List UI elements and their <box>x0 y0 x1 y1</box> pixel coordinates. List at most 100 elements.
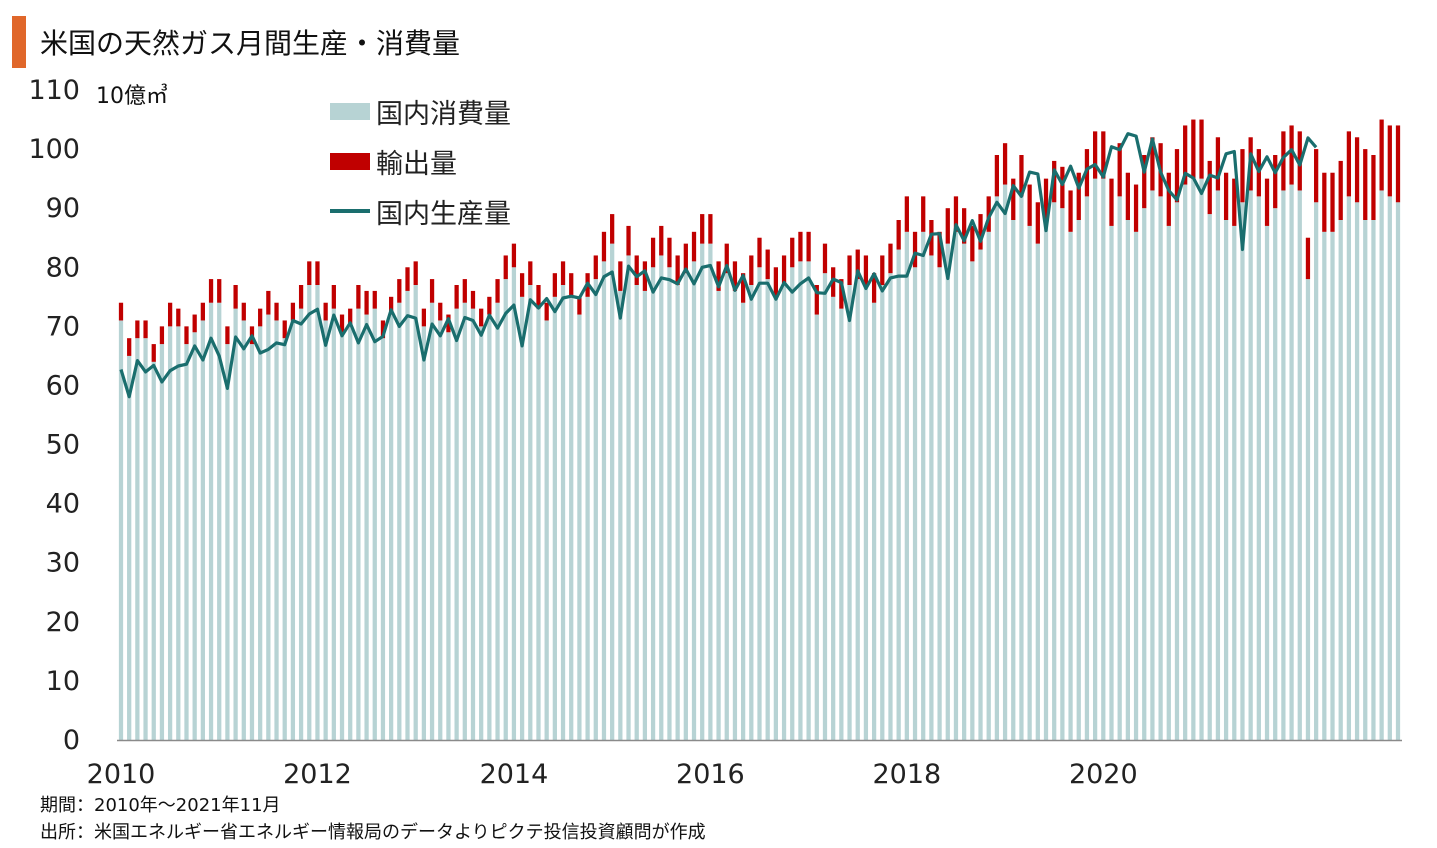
consumption-bar <box>1052 202 1057 741</box>
consumption-bar <box>1183 184 1188 740</box>
consumption-bar <box>773 296 779 740</box>
consumption-bar <box>1256 196 1261 740</box>
y-tick-label: 100 <box>28 134 80 165</box>
exports-bar <box>167 302 173 327</box>
exports-bar <box>1011 178 1016 220</box>
consumption-bar <box>822 273 828 740</box>
exports-bar <box>1191 119 1196 179</box>
consumption-bar <box>454 308 459 740</box>
exports-bar <box>552 273 557 297</box>
exports-bar <box>601 231 607 262</box>
consumption-bar <box>1346 196 1352 740</box>
exports-bar <box>1354 137 1360 203</box>
consumption-bar <box>241 320 246 740</box>
production-line <box>119 132 1318 399</box>
exports-bar <box>855 249 860 280</box>
y-tick-label: 0 <box>63 725 80 756</box>
consumption-bar <box>970 261 975 740</box>
consumption-bar <box>667 267 672 740</box>
exports-bar <box>151 344 156 362</box>
exports-bar <box>544 302 549 321</box>
consumption-bar <box>208 302 214 740</box>
consumption-bar <box>724 273 729 740</box>
consumption-bar <box>143 338 148 740</box>
exports-bar <box>274 302 279 321</box>
exports-bar <box>1264 178 1270 226</box>
exports-bar <box>634 255 639 285</box>
consumption-bar <box>978 249 983 740</box>
exports-bar <box>986 196 991 232</box>
exports-bar <box>1027 184 1032 226</box>
exports-bar <box>1395 125 1401 203</box>
legend-label-exports: 輸出量 <box>376 148 457 180</box>
consumption-bar <box>1223 220 1229 740</box>
consumption-bar <box>921 231 926 740</box>
consumption-bar <box>290 320 296 740</box>
exports-bar <box>348 308 353 327</box>
exports-bar <box>519 273 525 297</box>
exports-bar <box>421 308 427 327</box>
consumption-bar <box>1395 202 1401 741</box>
consumption-bar <box>716 290 721 740</box>
exports-bar <box>863 255 869 285</box>
consumption-bar <box>1338 220 1343 740</box>
consumption-bar <box>225 344 230 740</box>
consumption-bar <box>806 261 811 740</box>
chart-title-block: 米国の天然ガス月間生産・消費量 <box>12 16 460 68</box>
exports-bar <box>888 243 893 274</box>
exports-bar <box>159 326 165 345</box>
consumption-bar <box>1068 231 1073 740</box>
consumption-bar <box>274 320 279 740</box>
exports-bar <box>380 320 386 339</box>
y-tick-label: 40 <box>46 489 80 520</box>
consumption-bar <box>356 308 361 740</box>
exports-bar <box>200 302 205 321</box>
exports-bar <box>208 279 214 303</box>
exports-bar <box>1076 172 1081 220</box>
consumption-bar <box>1207 214 1212 740</box>
exports-bar <box>1232 178 1237 226</box>
consumption-bar <box>1060 208 1065 740</box>
exports-bar <box>773 267 779 297</box>
exports-bar <box>970 225 975 262</box>
exports-bar <box>1346 131 1352 197</box>
y-tick-label: 110 <box>28 75 80 106</box>
consumption-bar <box>479 326 484 740</box>
chart-notes: 期間：2010年～2021年11月 出所：米国エネルギー省エネルギー情報局のデー… <box>40 792 706 846</box>
consumption-bar <box>814 314 819 740</box>
consumption-bar <box>519 296 525 740</box>
consumption-bar <box>831 296 836 740</box>
exports-bar <box>716 261 721 291</box>
consumption-bar <box>1076 220 1081 740</box>
exports-bar <box>233 285 238 309</box>
exports-bar <box>798 231 803 262</box>
consumption-bar <box>1019 196 1024 740</box>
consumption-bar <box>372 308 377 740</box>
consumption-bar <box>200 320 205 740</box>
consumption-bar <box>1330 231 1335 740</box>
exports-bar <box>1387 125 1392 197</box>
exports-bar <box>364 290 369 315</box>
consumption-bar <box>650 267 656 740</box>
consumption-bar <box>1002 184 1008 740</box>
y-axis-unit-label: 10億㎥ <box>96 84 168 109</box>
title-accent-bar <box>12 16 26 68</box>
exports-bar <box>495 279 500 303</box>
exports-bar <box>765 249 770 280</box>
consumption-bar <box>1240 202 1245 741</box>
exports-bar <box>626 225 631 256</box>
consumption-bar <box>1092 178 1098 741</box>
exports-bar <box>994 155 1000 197</box>
consumption-bar <box>249 344 255 740</box>
exports-bar <box>1133 184 1139 232</box>
exports-bar <box>487 296 492 315</box>
consumption-bar <box>1297 190 1302 741</box>
exports-bar <box>1068 190 1073 232</box>
exports-bar <box>1305 237 1311 280</box>
exports-bar <box>184 326 189 345</box>
consumption-bar <box>740 302 746 740</box>
exports-bar <box>871 273 877 303</box>
consumption-bar <box>364 314 369 740</box>
exports-bar <box>1371 155 1376 220</box>
consumption-bar <box>184 344 189 740</box>
